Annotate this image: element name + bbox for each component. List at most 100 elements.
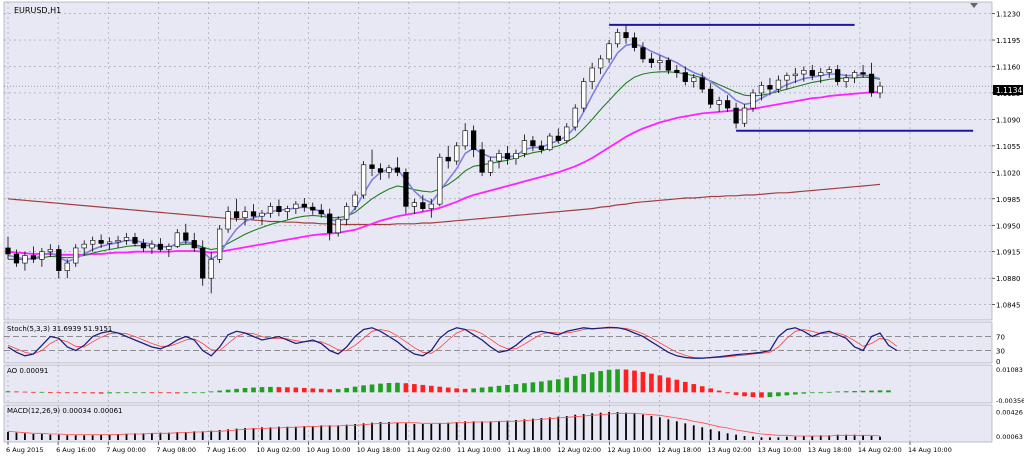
time-tick-label: 11 Aug 02:00 bbox=[407, 446, 451, 454]
ao-label: AO 0.00091 bbox=[7, 367, 48, 375]
ao-bar bbox=[674, 379, 680, 393]
candle-body bbox=[818, 72, 824, 76]
macd-bar bbox=[294, 426, 297, 440]
candle bbox=[631, 32, 638, 52]
candle-body bbox=[530, 140, 536, 147]
candle-body bbox=[462, 130, 468, 147]
ao-bar bbox=[691, 384, 697, 393]
candle bbox=[572, 104, 578, 131]
candle bbox=[682, 66, 688, 86]
candle bbox=[267, 202, 274, 218]
macd-label: MACD(12,26,9) 0.00034 0.00061 bbox=[7, 407, 123, 415]
ao-bar bbox=[73, 392, 79, 394]
macd-bar bbox=[134, 433, 136, 440]
macd-bar bbox=[354, 424, 357, 440]
macd-bar bbox=[667, 419, 670, 440]
macd-bar bbox=[853, 434, 856, 440]
candle bbox=[471, 125, 477, 158]
macd-bar bbox=[244, 428, 246, 440]
candle bbox=[293, 201, 299, 214]
stoch-tick-label: 70 bbox=[996, 334, 1005, 342]
candle-body bbox=[81, 243, 87, 249]
ao-bar bbox=[445, 387, 451, 393]
candle bbox=[674, 64, 680, 78]
ao-bar bbox=[809, 392, 815, 394]
candle bbox=[691, 74, 697, 88]
chart-shift-icon[interactable] bbox=[970, 3, 978, 8]
candle bbox=[310, 202, 316, 215]
candle-body bbox=[267, 206, 274, 214]
time-tick-label: 12 Aug 18:00 bbox=[657, 446, 701, 454]
stoch-tick-label: 30 bbox=[996, 348, 1005, 356]
candle-body bbox=[140, 243, 147, 249]
candle bbox=[792, 68, 798, 84]
candle-body bbox=[5, 247, 11, 255]
macd-bar bbox=[438, 423, 441, 440]
ao-bar bbox=[98, 392, 104, 394]
macd-bar bbox=[591, 413, 594, 440]
candle bbox=[589, 62, 595, 90]
ao-bar bbox=[606, 369, 612, 393]
candle bbox=[64, 259, 70, 279]
ao-bar bbox=[310, 388, 316, 393]
candle-body bbox=[30, 255, 37, 260]
candle-body bbox=[708, 88, 714, 105]
macd-bar bbox=[261, 427, 263, 440]
ao-bar bbox=[759, 392, 764, 398]
candle bbox=[149, 240, 155, 254]
macd-bar bbox=[447, 422, 450, 440]
candle-body bbox=[750, 92, 756, 109]
ao-bars: 0.01083 -0.00356 bbox=[5, 366, 1024, 405]
candle-body bbox=[73, 247, 79, 264]
candle-body bbox=[233, 211, 240, 219]
macd-bar bbox=[91, 435, 94, 440]
candle bbox=[877, 81, 883, 99]
ao-bar bbox=[22, 391, 28, 393]
candle-body bbox=[310, 206, 316, 211]
macd-bar bbox=[210, 430, 213, 440]
time-tick-label: 12 Aug 02:00 bbox=[557, 446, 601, 454]
candle bbox=[157, 238, 164, 252]
time-tick-label: 7 Aug 00:00 bbox=[106, 446, 146, 454]
macd-bar bbox=[802, 436, 805, 440]
candle-body bbox=[614, 32, 621, 45]
stochastic-panel[interactable] bbox=[3, 321, 993, 364]
macd-bar bbox=[218, 430, 221, 440]
candle bbox=[13, 249, 20, 267]
ao-panel[interactable] bbox=[3, 364, 993, 404]
candle-body bbox=[581, 81, 587, 109]
stoch-tick-label: 0 bbox=[996, 358, 1000, 366]
ao-bar bbox=[598, 371, 603, 393]
macd-bar bbox=[235, 428, 238, 440]
candle-body bbox=[513, 153, 519, 160]
candle bbox=[98, 234, 104, 248]
candle-body bbox=[386, 167, 392, 173]
ao-bar bbox=[572, 375, 578, 393]
candle-body bbox=[801, 69, 807, 75]
macd-bar bbox=[557, 416, 560, 440]
ao-bar bbox=[412, 384, 417, 393]
ao-bar bbox=[124, 392, 129, 394]
ao-bar bbox=[581, 374, 587, 393]
ao-bar bbox=[141, 392, 146, 394]
macd-bar bbox=[455, 422, 458, 440]
candle-body bbox=[843, 77, 849, 82]
macd-bar bbox=[311, 426, 314, 440]
macd-bar bbox=[752, 436, 754, 440]
ao-bar bbox=[632, 370, 637, 393]
ao-bar bbox=[555, 379, 561, 393]
ao-bar bbox=[14, 391, 19, 393]
candle-body bbox=[225, 211, 231, 230]
candle-body bbox=[369, 164, 375, 169]
macd-bar bbox=[489, 421, 492, 440]
macd-bar bbox=[24, 433, 26, 440]
candles bbox=[5, 24, 883, 294]
level-lines[interactable] bbox=[609, 23, 974, 132]
macd-bar bbox=[540, 418, 543, 440]
candle-body bbox=[276, 206, 282, 212]
ao-bar bbox=[708, 388, 714, 393]
ao-bar bbox=[191, 392, 197, 394]
macd-bar bbox=[819, 435, 822, 440]
ao-bar bbox=[589, 372, 595, 393]
